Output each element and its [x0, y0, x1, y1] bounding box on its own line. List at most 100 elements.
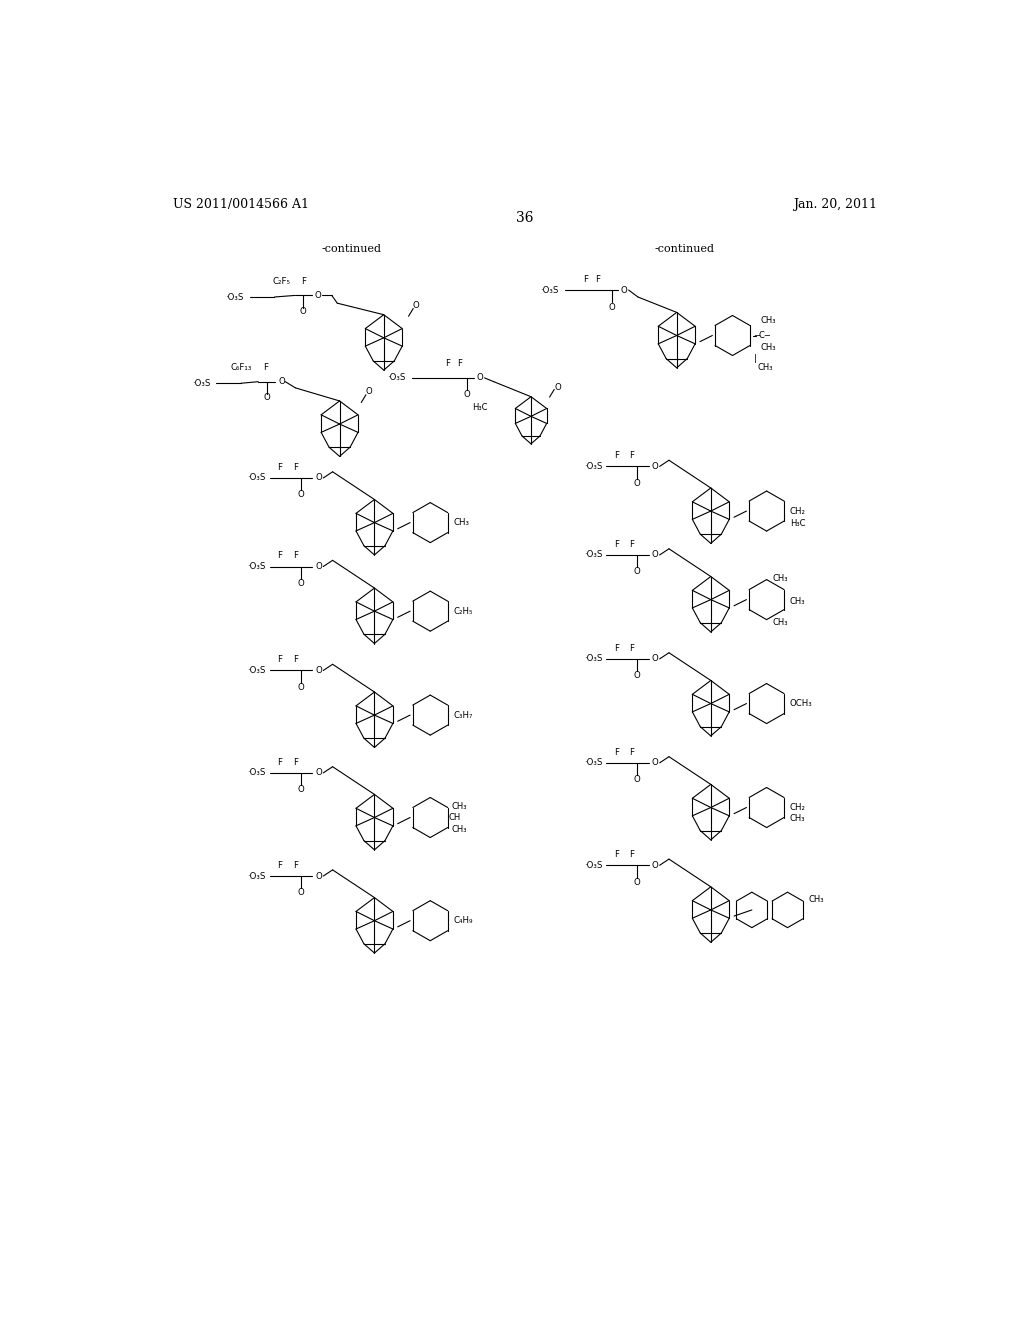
Text: O: O [634, 479, 641, 488]
Text: ·O₃S: ·O₃S [584, 861, 602, 870]
Text: O: O [621, 285, 628, 294]
Text: C₃H₇: C₃H₇ [454, 710, 473, 719]
Text: C₆F₁₃: C₆F₁₃ [230, 363, 252, 372]
Text: ·O₃S: ·O₃S [191, 379, 210, 388]
Text: O: O [315, 871, 322, 880]
Text: O: O [315, 474, 322, 482]
Text: O: O [555, 383, 561, 392]
Text: ·O₃S: ·O₃S [584, 759, 602, 767]
Text: F: F [293, 463, 298, 471]
Text: |: | [755, 354, 757, 363]
Text: F: F [613, 850, 618, 859]
Text: C₂F₅: C₂F₅ [273, 277, 291, 286]
Text: Jan. 20, 2011: Jan. 20, 2011 [793, 198, 877, 211]
Text: ·O₃S: ·O₃S [584, 550, 602, 560]
Text: OCH₃: OCH₃ [790, 700, 813, 708]
Text: -continued: -continued [322, 244, 381, 255]
Text: O: O [297, 888, 304, 898]
Text: F: F [630, 451, 634, 461]
Text: CH₃: CH₃ [773, 618, 788, 627]
Text: CH₃: CH₃ [773, 574, 788, 582]
Text: F: F [630, 644, 634, 652]
Text: F: F [613, 451, 618, 461]
Text: F: F [595, 275, 600, 284]
Text: ·O₃S: ·O₃S [248, 768, 266, 777]
Text: O: O [297, 682, 304, 692]
Text: ·O₃S: ·O₃S [584, 462, 602, 471]
Text: O: O [634, 878, 641, 887]
Text: ·O₃S: ·O₃S [248, 871, 266, 880]
Text: O: O [300, 308, 306, 315]
Text: ·O₃S: ·O₃S [248, 667, 266, 675]
Text: O: O [297, 579, 304, 587]
Text: C₄H₉: C₄H₉ [454, 916, 473, 925]
Text: O: O [315, 667, 322, 675]
Text: O: O [279, 378, 285, 387]
Text: F: F [613, 747, 618, 756]
Text: ·O₃S: ·O₃S [541, 285, 559, 294]
Text: F: F [263, 363, 268, 372]
Text: C₂H₅: C₂H₅ [454, 607, 473, 615]
Text: F: F [293, 552, 298, 560]
Text: ·O₃S: ·O₃S [584, 655, 602, 664]
Text: O: O [651, 655, 658, 664]
Text: F: F [583, 275, 588, 284]
Text: CH₃: CH₃ [790, 814, 805, 822]
Text: O: O [634, 568, 641, 577]
Text: CH₃: CH₃ [809, 895, 824, 904]
Text: ·O₃S: ·O₃S [387, 374, 406, 383]
Text: CH₂: CH₂ [790, 507, 806, 516]
Text: O: O [297, 491, 304, 499]
Text: O: O [314, 290, 322, 300]
Text: 36: 36 [516, 211, 534, 226]
Text: O: O [315, 768, 322, 777]
Text: CH₃: CH₃ [454, 519, 469, 527]
Text: O: O [634, 672, 641, 680]
Text: O: O [413, 301, 420, 310]
Text: F: F [293, 758, 298, 767]
Text: ─C─: ─C─ [755, 331, 770, 341]
Text: ·O₃S: ·O₃S [248, 474, 266, 482]
Text: US 2011/0014566 A1: US 2011/0014566 A1 [173, 198, 309, 211]
Text: CH₃: CH₃ [761, 315, 776, 325]
Text: ·O₃S: ·O₃S [225, 293, 244, 301]
Text: O: O [608, 302, 615, 312]
Text: O: O [366, 387, 373, 396]
Text: F: F [630, 850, 634, 859]
Text: F: F [278, 463, 283, 471]
Text: O: O [651, 759, 658, 767]
Text: CH: CH [449, 813, 461, 822]
Text: F: F [457, 359, 462, 368]
Text: F: F [278, 758, 283, 767]
Text: F: F [293, 655, 298, 664]
Text: F: F [278, 861, 283, 870]
Text: F: F [630, 540, 634, 549]
Text: F: F [278, 655, 283, 664]
Text: F: F [278, 552, 283, 560]
Text: O: O [651, 550, 658, 560]
Text: ·O₃S: ·O₃S [248, 562, 266, 572]
Text: F: F [301, 277, 306, 286]
Text: F: F [293, 861, 298, 870]
Text: F: F [444, 359, 450, 368]
Text: O: O [651, 462, 658, 471]
Text: -continued: -continued [654, 244, 715, 255]
Text: CH₃: CH₃ [761, 343, 776, 352]
Text: CH₃: CH₃ [452, 825, 467, 834]
Text: CH₃: CH₃ [758, 363, 773, 372]
Text: O: O [463, 389, 470, 399]
Text: H₃C: H₃C [472, 403, 487, 412]
Text: O: O [263, 393, 270, 403]
Text: O: O [476, 374, 483, 383]
Text: CH₃: CH₃ [790, 597, 805, 606]
Text: F: F [630, 747, 634, 756]
Text: O: O [651, 861, 658, 870]
Text: CH₂: CH₂ [790, 803, 806, 812]
Text: H₃C: H₃C [790, 519, 805, 528]
Text: O: O [315, 562, 322, 572]
Text: O: O [297, 785, 304, 795]
Text: CH₃: CH₃ [452, 803, 467, 812]
Text: F: F [613, 540, 618, 549]
Text: O: O [634, 775, 641, 784]
Text: F: F [613, 644, 618, 652]
